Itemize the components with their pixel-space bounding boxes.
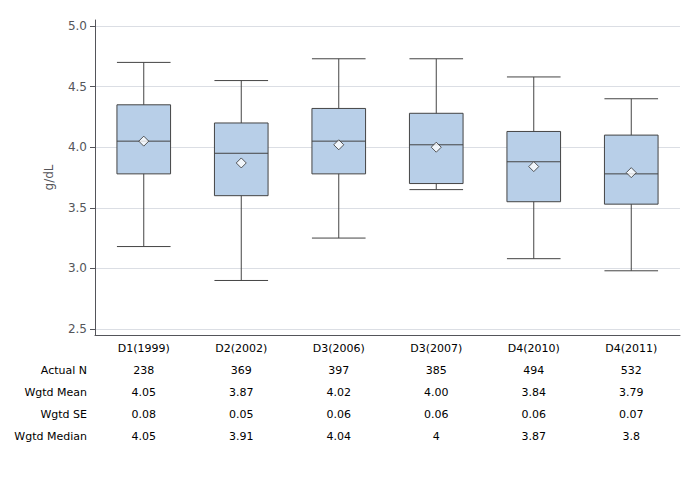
svg-text:3.0: 3.0	[68, 261, 87, 275]
svg-text:4.04: 4.04	[327, 430, 352, 443]
svg-text:4.5: 4.5	[68, 80, 87, 94]
svg-text:385: 385	[426, 364, 447, 377]
svg-text:3.5: 3.5	[68, 201, 87, 215]
svg-text:Wgtd SE: Wgtd SE	[40, 408, 87, 421]
svg-text:3.87: 3.87	[522, 430, 547, 443]
svg-text:4.00: 4.00	[424, 386, 449, 399]
svg-text:0.06: 0.06	[327, 408, 352, 421]
svg-text:0.08: 0.08	[132, 408, 157, 421]
svg-text:Wgtd Median: Wgtd Median	[14, 430, 87, 443]
svg-text:D4(2010): D4(2010)	[508, 342, 560, 355]
svg-text:4.05: 4.05	[132, 430, 157, 443]
svg-text:g/dL: g/dL	[42, 164, 56, 190]
svg-text:0.06: 0.06	[424, 408, 449, 421]
svg-text:D3(2006): D3(2006)	[313, 342, 365, 355]
svg-text:5.0: 5.0	[68, 19, 87, 33]
svg-text:4.0: 4.0	[68, 140, 87, 154]
svg-text:3.87: 3.87	[229, 386, 254, 399]
svg-text:532: 532	[621, 364, 642, 377]
svg-text:Wgtd Mean: Wgtd Mean	[24, 386, 87, 399]
svg-text:3.84: 3.84	[522, 386, 547, 399]
svg-text:3.91: 3.91	[229, 430, 254, 443]
svg-text:4.02: 4.02	[327, 386, 352, 399]
svg-text:D1(1999): D1(1999)	[118, 342, 170, 355]
svg-text:397: 397	[328, 364, 349, 377]
svg-text:4.05: 4.05	[132, 386, 157, 399]
svg-text:D3(2007): D3(2007)	[410, 342, 462, 355]
svg-text:494: 494	[523, 364, 544, 377]
svg-text:0.05: 0.05	[229, 408, 254, 421]
svg-text:2.5: 2.5	[68, 322, 87, 336]
svg-text:369: 369	[231, 364, 252, 377]
svg-text:3.79: 3.79	[619, 386, 644, 399]
svg-text:0.07: 0.07	[619, 408, 644, 421]
svg-text:D4(2011): D4(2011)	[605, 342, 657, 355]
svg-text:D2(2002): D2(2002)	[215, 342, 267, 355]
svg-text:0.06: 0.06	[522, 408, 547, 421]
svg-text:Actual N: Actual N	[41, 364, 87, 377]
svg-text:3.8: 3.8	[623, 430, 641, 443]
svg-text:4: 4	[433, 430, 440, 443]
svg-text:238: 238	[133, 364, 154, 377]
